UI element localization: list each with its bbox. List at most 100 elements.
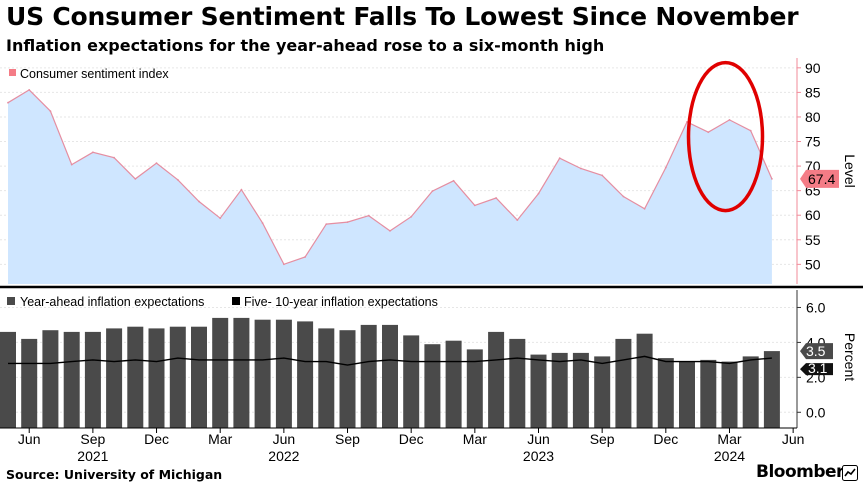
- inflation-bar: [742, 356, 759, 428]
- y-tick-label-top: 60: [805, 207, 821, 223]
- inflation-bar: [763, 351, 780, 428]
- inflation-bar: [63, 331, 80, 428]
- sentiment-point: [113, 156, 115, 159]
- inflation-bar: [466, 349, 483, 428]
- last-value-label-top: 67.4: [808, 171, 835, 187]
- legend-label-sentiment: Consumer sentiment index: [20, 67, 169, 81]
- sentiment-point: [261, 222, 264, 225]
- x-year-label: 2023: [523, 448, 554, 464]
- inflation-bar: [42, 330, 59, 428]
- x-tick-label: Sep: [80, 431, 105, 447]
- sentiment-point: [70, 163, 73, 166]
- inflation-bar: [233, 317, 250, 428]
- sentiment-point: [134, 178, 137, 180]
- sentiment-point: [473, 204, 476, 207]
- sentiment-point: [28, 89, 31, 91]
- x-tick-label: Mar: [717, 431, 741, 447]
- inflation-bar: [318, 328, 335, 428]
- inflation-bar: [700, 359, 717, 428]
- sentiment-point: [728, 119, 731, 121]
- x-year-label: 2024: [714, 448, 745, 464]
- sentiment-point: [431, 190, 434, 193]
- sentiment-point: [219, 217, 222, 220]
- x-tick-label: Sep: [335, 431, 360, 447]
- sentiment-point: [240, 188, 243, 191]
- inflation-bar: [594, 356, 611, 428]
- inflation-bar: [657, 358, 674, 428]
- inflation-bar: [360, 324, 377, 428]
- y-tick-label-top: 85: [805, 84, 821, 100]
- x-tick-label: Jun: [527, 431, 550, 447]
- inflation-bar: [127, 326, 144, 428]
- sentiment-point: [516, 219, 519, 222]
- x-tick-label: Mar: [463, 431, 487, 447]
- inflation-bar: [106, 328, 123, 428]
- legend-swatch-sentiment: [9, 69, 16, 76]
- sentiment-point: [771, 178, 773, 180]
- inflation-bar: [679, 361, 695, 428]
- legend-swatch-year-ahead: [7, 297, 15, 305]
- bloomberg-logo: Bloomberg: [756, 462, 856, 482]
- y-tick-label-top: 80: [805, 109, 821, 125]
- sentiment-point: [367, 214, 370, 217]
- sentiment-point: [7, 101, 9, 104]
- x-tick-label: Jun: [273, 431, 296, 447]
- inflation-bar: [275, 319, 292, 428]
- sentiment-point: [155, 162, 158, 165]
- inflation-bar: [509, 338, 526, 428]
- inflation-bar: [191, 326, 207, 428]
- sentiment-point: [452, 179, 455, 182]
- bloomberg-terminal-icon: [842, 465, 858, 481]
- sentiment-point: [49, 110, 52, 112]
- sentiment-point: [495, 197, 497, 199]
- y-tick-label-bottom: 6.0: [806, 299, 826, 315]
- x-tick-label: Sep: [590, 431, 615, 447]
- x-year-label: 2022: [268, 448, 299, 464]
- y-axis-title-bottom: Percent: [842, 333, 858, 381]
- inflation-bar: [297, 321, 314, 428]
- sentiment-point: [580, 167, 582, 170]
- highlight-circle: [686, 60, 765, 213]
- sentiment-point: [601, 174, 604, 177]
- chart-title: US Consumer Sentiment Falls To Lowest Si…: [6, 2, 799, 31]
- x-tick-label: Dec: [144, 431, 169, 447]
- legend-label-five-ten: Five- 10-year inflation expectations: [244, 295, 438, 309]
- inflation-bar: [21, 338, 38, 428]
- sentiment-point: [410, 215, 413, 218]
- x-tick-label: Mar: [208, 431, 232, 447]
- y-tick-label-top: 75: [805, 134, 821, 150]
- sentiment-point: [558, 157, 561, 160]
- last-value-badge: [800, 343, 833, 360]
- y-tick-label-top: 50: [805, 256, 821, 272]
- inflation-bar: [551, 352, 568, 428]
- inflation-bar: [572, 352, 589, 428]
- inflation-bar: [84, 331, 101, 428]
- sentiment-point: [176, 178, 179, 181]
- inflation-bar: [445, 340, 462, 428]
- inflation-bar: [530, 354, 547, 428]
- inflation-bar: [254, 319, 271, 428]
- inflation-bar: [148, 328, 165, 428]
- sentiment-point: [622, 195, 625, 198]
- last-value-badge: [800, 363, 833, 376]
- y-tick-label-top: 90: [805, 60, 821, 76]
- x-year-label: 2021: [77, 448, 108, 464]
- inflation-bar: [403, 335, 420, 428]
- inflation-bar: [0, 331, 16, 428]
- last-value-label-line: 3.1: [808, 360, 828, 376]
- inflation-bar: [212, 317, 229, 428]
- sentiment-point: [283, 263, 285, 266]
- inflation-bar: [636, 333, 653, 428]
- inflation-bar: [721, 361, 738, 428]
- five-ten-year-line: [8, 355, 772, 366]
- sentiment-area: [8, 89, 772, 285]
- last-value-badge: [800, 169, 839, 188]
- y-tick-label-top: 55: [805, 232, 821, 248]
- x-tick-label: Jun: [782, 431, 805, 447]
- inflation-bar: [424, 344, 441, 428]
- sentiment-point: [749, 129, 752, 132]
- sentiment-point: [304, 256, 306, 258]
- legend-swatch-five-ten: [232, 297, 240, 305]
- chart-subtitle: Inflation expectations for the year-ahea…: [6, 36, 605, 55]
- inflation-bar: [382, 324, 398, 428]
